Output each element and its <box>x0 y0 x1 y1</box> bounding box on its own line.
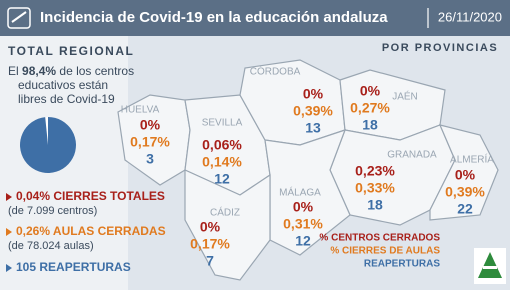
text-before: El <box>8 64 19 78</box>
closed-classrooms: 0,14% <box>202 154 242 170</box>
stat-note: (de 78.024 aulas) <box>8 240 94 252</box>
province-name: ALMERÍA <box>450 153 494 166</box>
bullet <box>6 193 12 201</box>
total-heading: TOTAL REGIONAL <box>8 44 134 58</box>
bullet <box>6 228 12 236</box>
closed-classrooms: 0,39% <box>445 184 485 200</box>
legend-item: % CENTROS CERRADOS <box>319 233 440 244</box>
reopenings: 22 <box>457 201 473 217</box>
province-name: CÁDIZ <box>210 206 240 219</box>
closed-centers: 0% <box>140 117 161 133</box>
reopenings: 13 <box>305 120 321 136</box>
title: Incidencia de Covid-19 en la educación a… <box>40 9 388 26</box>
percent-label: 98,4% <box>22 64 56 78</box>
legend-item: REAPERTURAS <box>364 259 440 270</box>
stat-main: 105 REAPERTURAS <box>16 260 131 274</box>
stat-note: (de 7.099 centros) <box>8 205 97 217</box>
province-shape <box>184 169 271 281</box>
province-name: MÁLAGA <box>279 186 321 199</box>
legend-item: % CIERRES DE AULAS <box>330 246 440 257</box>
closed-centers: 0% <box>293 199 314 215</box>
header-bar <box>0 0 510 36</box>
total-text: educativos están <box>18 78 108 92</box>
stats: 0,04% CIERRES TOTALES (de 7.099 centros)… <box>6 189 166 274</box>
closed-classrooms: 0,17% <box>190 236 230 252</box>
province-labels: CÓRDOBA0%0,39%13JAÉN0%0,27%18HUELVA0%0,1… <box>121 65 495 269</box>
total-text: libres de Covid-19 <box>18 92 115 106</box>
province-name: GRANADA <box>387 150 437 161</box>
reopenings: 3 <box>146 151 154 167</box>
province-name: HUELVA <box>121 105 160 116</box>
closed-centers: 0% <box>360 83 381 99</box>
map-heading: POR PROVINCIAS <box>382 42 498 54</box>
logo <box>474 248 506 284</box>
province-name: SEVILLA <box>202 118 243 129</box>
closed-classrooms: 0,27% <box>350 100 390 116</box>
header-icon <box>7 7 31 29</box>
map <box>117 59 499 281</box>
reopenings: 12 <box>214 171 230 187</box>
stat-main: 0,26% AULAS CERRADAS <box>16 224 166 238</box>
pie <box>19 117 76 173</box>
total-text: El 98,4% de los centros <box>8 64 134 78</box>
reopenings: 18 <box>367 197 383 213</box>
province-shape <box>429 124 499 221</box>
province-name: CÓRDOBA <box>250 65 301 78</box>
date: 26/11/2020 <box>438 9 502 24</box>
stat-main: 0,04% CIERRES TOTALES <box>16 189 165 203</box>
reopenings: 12 <box>295 233 311 249</box>
closed-classrooms: 0,17% <box>130 134 170 150</box>
closed-centers: 0% <box>455 167 476 183</box>
pie-slice <box>19 117 76 173</box>
reopenings: 18 <box>362 117 378 133</box>
province-name: JAÉN <box>392 90 418 103</box>
closed-centers: 0,23% <box>355 163 395 179</box>
closed-centers: 0,06% <box>202 137 242 153</box>
closed-classrooms: 0,39% <box>293 103 333 119</box>
text-after: de los centros <box>59 64 134 78</box>
bullet <box>6 264 12 272</box>
closed-classrooms: 0,33% <box>355 180 395 196</box>
reopenings: 7 <box>206 253 214 269</box>
closed-centers: 0% <box>200 219 221 235</box>
closed-classrooms: 0,31% <box>283 216 323 232</box>
closed-centers: 0% <box>303 86 324 102</box>
